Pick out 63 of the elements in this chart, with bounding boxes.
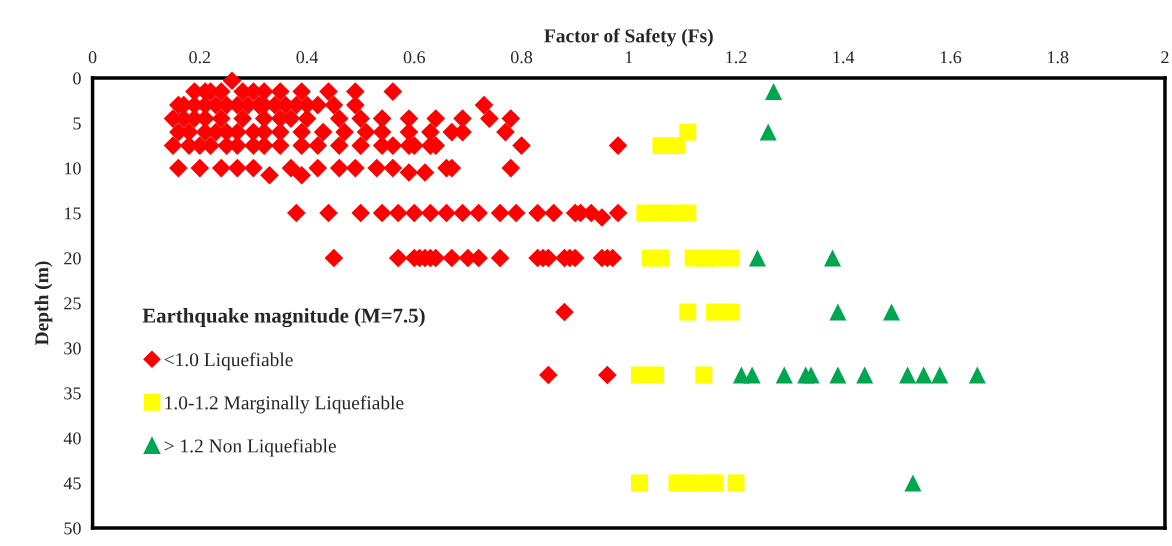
y-tick-label: 25 [64, 297, 81, 310]
point [679, 303, 697, 321]
x-tick-label: 0.6 [403, 51, 426, 64]
point [824, 249, 842, 267]
x-tick-label: 0.2 [189, 51, 211, 64]
x-tick-label: 0.4 [296, 51, 319, 64]
legend-label: <1.0 Liquefiable [164, 352, 293, 371]
y-tick-label: 10 [65, 162, 81, 175]
legend-label: > 1.2 Non Liquefiable [164, 438, 336, 457]
point [759, 123, 777, 141]
point [706, 303, 724, 321]
legend-title: Earthquake magnitude (M=7.5) [142, 308, 425, 328]
point [679, 204, 697, 222]
point [856, 366, 874, 384]
point [652, 137, 670, 155]
x-tick-label: 1.6 [940, 51, 962, 64]
y-tick-label: 15 [65, 207, 81, 220]
point [722, 303, 740, 321]
x-tick-label: 1 [625, 51, 633, 64]
point [722, 249, 740, 267]
point [652, 249, 670, 267]
y-tick-label: 0 [73, 72, 81, 85]
point [652, 204, 670, 222]
y-axis-title: Depth (m) [34, 261, 53, 346]
point [829, 303, 847, 321]
point [695, 366, 713, 384]
y-tick-label: 5 [73, 117, 81, 130]
point [765, 83, 783, 101]
point [775, 366, 793, 384]
legend-label: 1.0-1.2 Marginally Liquefiable [165, 395, 404, 414]
point [706, 474, 724, 492]
y-tick-label: 35 [64, 387, 81, 400]
point [802, 366, 820, 384]
point [748, 249, 766, 267]
point [968, 366, 986, 384]
point [915, 366, 933, 384]
y-tick-label: 20 [64, 252, 81, 265]
point [727, 474, 745, 492]
point [679, 123, 697, 141]
point [883, 303, 901, 321]
y-tick-label: 50 [64, 522, 81, 535]
x-tick-label: 2 [1161, 51, 1169, 64]
point [931, 366, 949, 384]
point [829, 366, 847, 384]
point [743, 366, 761, 384]
point [631, 474, 649, 492]
x-tick-label: 1.4 [833, 51, 855, 64]
point [647, 366, 665, 384]
point [668, 137, 686, 155]
y-tick-label: 40 [63, 432, 81, 445]
x-axis-title: Factor of Safety (Fs) [544, 28, 713, 47]
y-tick-label: 45 [63, 477, 81, 490]
point [706, 249, 724, 267]
point [631, 366, 649, 384]
point [636, 204, 654, 222]
point [899, 366, 917, 384]
point [904, 474, 922, 492]
x-tick-label: 0.8 [510, 51, 533, 64]
point [679, 474, 697, 492]
x-tick-label: 1.2 [726, 51, 747, 64]
x-tick-label: 1.8 [1048, 51, 1069, 64]
x-tick-label: 0 [88, 51, 97, 64]
y-tick-label: 30 [64, 342, 81, 355]
